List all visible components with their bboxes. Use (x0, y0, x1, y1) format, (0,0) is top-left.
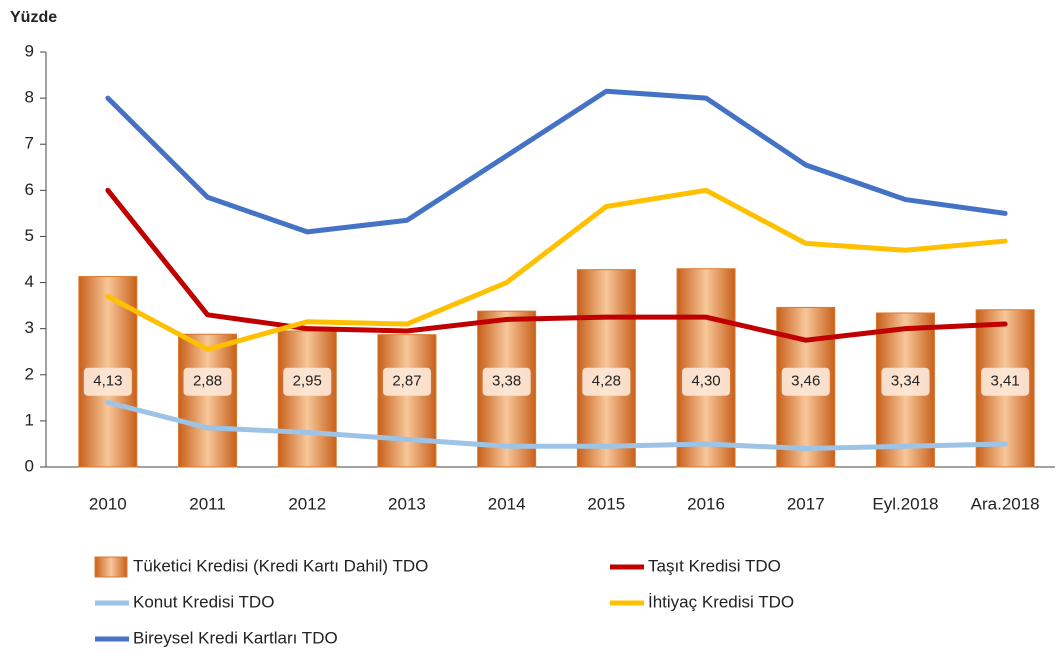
value-label: 3,41 (991, 373, 1020, 390)
y-tick-label: 7 (25, 134, 34, 153)
legend-label: Bireysel Kredi Kartları TDO (133, 628, 338, 647)
y-tick-label: 6 (25, 180, 34, 199)
value-label-box (981, 367, 1030, 396)
value-label: 3,34 (891, 373, 920, 390)
y-tick-label: 0 (25, 456, 34, 475)
value-label-box (682, 367, 731, 396)
x-tick-label: 2016 (687, 494, 725, 513)
value-label: 3,38 (492, 373, 521, 390)
x-tick-label: 2013 (388, 494, 426, 513)
value-label-box (482, 367, 531, 396)
value-label: 3,46 (791, 373, 820, 390)
line (105, 88, 1008, 235)
legend-label: Tüketici Kredisi (Kredi Kartı Dahil) TDO (133, 556, 428, 575)
x-tick-label: Ara.2018 (971, 494, 1040, 513)
x-tick-label: 2012 (288, 494, 326, 513)
y-tick-label: 8 (25, 88, 34, 107)
value-label: 2,87 (392, 373, 421, 390)
line (105, 399, 1008, 452)
y-axis-label: Yüzde (10, 9, 57, 26)
value-label-box (881, 367, 930, 396)
x-tick-label: 2015 (587, 494, 625, 513)
value-label: 2,88 (193, 373, 222, 390)
y-tick-label: 3 (25, 318, 34, 337)
line (105, 187, 1008, 352)
value-label: 2,95 (293, 373, 322, 390)
legend-label: Taşıt Kredisi TDO (648, 556, 781, 575)
value-label-box (582, 367, 631, 396)
x-tick-label: 2011 (189, 494, 226, 513)
legend-label: İhtiyaç Kredisi TDO (648, 592, 794, 611)
x-tick-label: 2017 (787, 494, 825, 513)
value-label-box (283, 367, 332, 396)
value-label-box (183, 367, 232, 396)
x-tick-label: 2010 (89, 494, 127, 513)
y-tick-label: 2 (25, 364, 34, 383)
value-label: 4,13 (93, 373, 122, 390)
value-label-box (382, 367, 431, 396)
legend-swatch (94, 556, 128, 578)
y-tick-label: 9 (25, 41, 34, 60)
value-label-box (781, 367, 830, 396)
legend-label: Konut Kredisi TDO (133, 592, 274, 611)
x-tick-label: Eyl.2018 (872, 494, 938, 513)
y-tick-label: 1 (25, 410, 34, 429)
y-tick-label: 4 (25, 272, 34, 291)
value-label: 4,28 (592, 373, 621, 390)
value-label-box (83, 367, 132, 396)
bar (277, 330, 337, 468)
bar (178, 333, 238, 468)
y-tick-label: 5 (25, 226, 34, 245)
bar (377, 334, 437, 468)
x-tick-label: 2014 (488, 494, 526, 513)
value-label: 4,30 (691, 373, 720, 390)
line (105, 187, 1008, 343)
